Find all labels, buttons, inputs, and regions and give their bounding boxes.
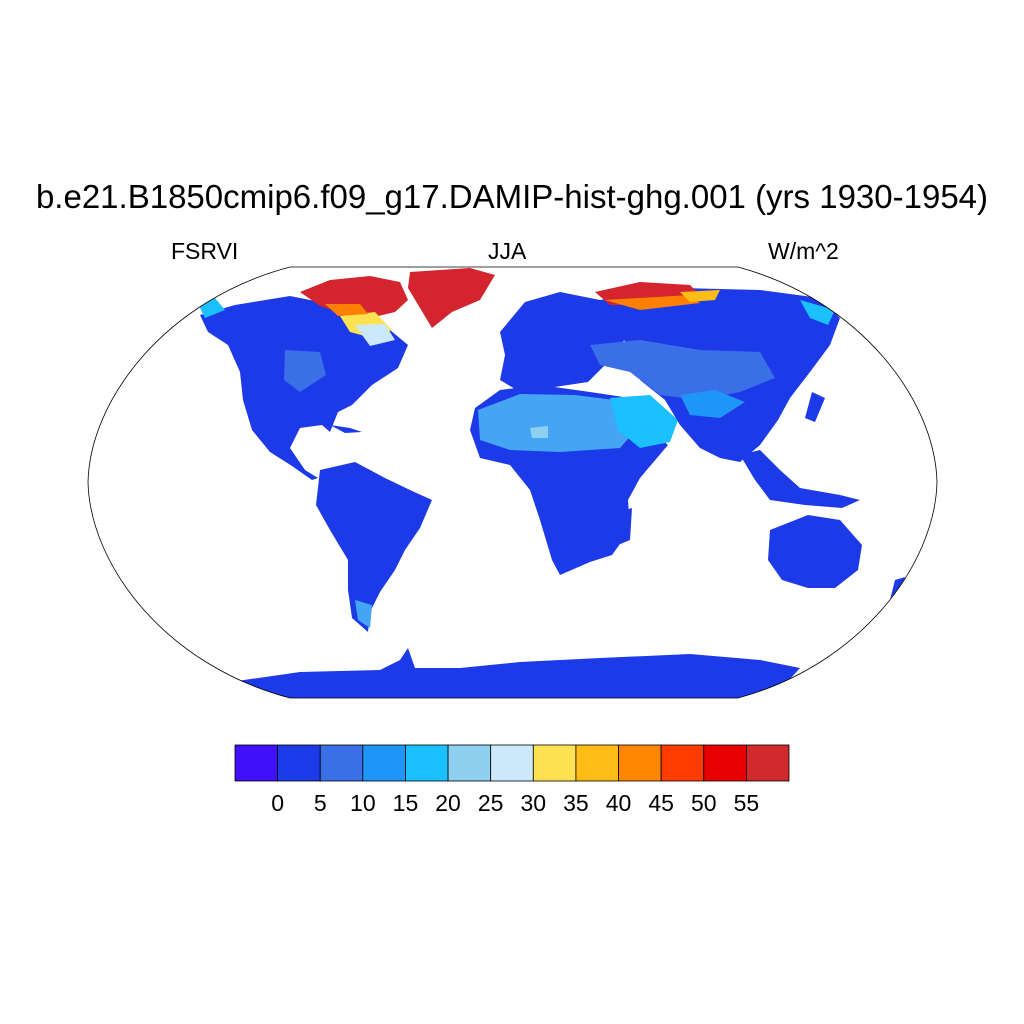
land-fill-layer — [198, 268, 905, 698]
tibet — [680, 390, 745, 418]
colorbar-tick-label: 50 — [690, 790, 717, 816]
sa-south-tip — [355, 600, 372, 628]
sahara-light — [478, 394, 640, 452]
scandinavia — [520, 295, 560, 335]
colorbar-swatch — [618, 744, 662, 782]
colorbar-swatch — [575, 744, 619, 782]
map-boundary — [87, 266, 938, 699]
colorbar-tick-label: 55 — [733, 790, 760, 816]
colorbar-swatch — [745, 744, 790, 782]
na-interior-band — [284, 350, 326, 392]
units-label: W/m^2 — [768, 238, 839, 264]
colorbar-swatch — [362, 744, 406, 782]
colorbar-swatch — [532, 744, 577, 782]
australia — [768, 515, 862, 588]
madagascar — [618, 508, 632, 545]
colorbar-swatch — [490, 744, 534, 782]
sahara-bright — [530, 426, 548, 438]
colorbar-tick-label: 15 — [392, 790, 419, 816]
siberia-east-fringe — [800, 300, 835, 325]
siberia-coast-orange — [605, 295, 700, 310]
japan — [805, 392, 825, 422]
colorbar-swatch — [405, 744, 449, 782]
british-isles — [505, 325, 515, 345]
colorbar-swatch — [447, 744, 492, 782]
colorbar-tick-label: 30 — [520, 790, 547, 816]
variable-name: FSRVI — [171, 238, 239, 264]
colorbar-tick-label: 0 — [271, 790, 284, 816]
central-asia — [590, 340, 775, 400]
caribbean-islands — [330, 425, 362, 433]
hudson-light — [355, 324, 395, 346]
colorbar-swatch — [703, 744, 747, 782]
season-label: JJA — [488, 238, 527, 264]
arabia — [610, 395, 678, 448]
plot-title: b.e21.B1850cmip6.f09_g17.DAMIP-hist-ghg.… — [35, 178, 989, 215]
canadian-arctic — [300, 276, 408, 318]
colorbar-tick-label: 35 — [563, 790, 589, 816]
greenland — [408, 268, 495, 328]
antarctica — [230, 648, 800, 698]
colorbar-tick-label: 45 — [648, 790, 674, 816]
colorbar-tick-label: 40 — [605, 790, 632, 816]
colorbar-tick-label: 20 — [435, 790, 461, 816]
colorbar-tick-label: 5 — [313, 790, 327, 816]
colorbar-swatch — [277, 744, 321, 782]
colorbar-tick-label: 25 — [477, 790, 504, 816]
se-asia — [740, 450, 860, 508]
colorbar-swatch — [234, 744, 279, 782]
colorbar-swatch — [660, 744, 705, 782]
colorbar-swatch — [319, 744, 364, 782]
arctic-orange-na — [325, 304, 368, 316]
siberia-coast-yellow — [680, 290, 720, 302]
colorbar-tick-label: 10 — [350, 790, 376, 816]
south-america — [316, 462, 432, 632]
